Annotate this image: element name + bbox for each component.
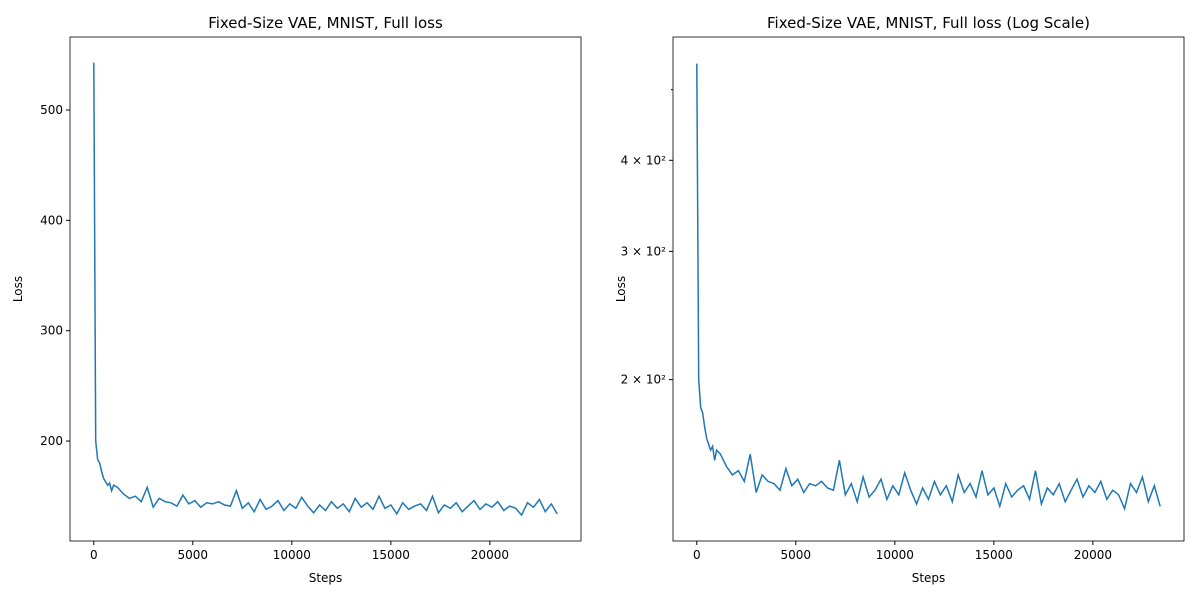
x-tick-label: 0 <box>693 548 701 562</box>
y-tick-label: 3 × 10² <box>621 244 667 258</box>
x-tick-label: 5000 <box>178 548 209 562</box>
y-tick-label: 2 × 10² <box>621 373 667 387</box>
x-axis-label: Steps <box>309 571 343 585</box>
x-tick-label: 5000 <box>781 548 812 562</box>
x-tick-label: 20000 <box>1074 548 1112 562</box>
y-axis-label: Loss <box>11 276 25 302</box>
x-tick-label: 10000 <box>273 548 311 562</box>
x-tick-label: 15000 <box>372 548 410 562</box>
x-tick-label: 10000 <box>876 548 914 562</box>
x-tick-label: 15000 <box>975 548 1013 562</box>
y-tick-label: 500 <box>40 103 63 117</box>
axes-frame <box>672 36 1185 542</box>
y-tick-label: 300 <box>40 324 63 338</box>
y-tick-label: 200 <box>40 434 63 448</box>
loss-line <box>696 63 1161 512</box>
loss-line <box>93 62 558 517</box>
chart-title: Fixed-Size VAE, MNIST, Full loss (Log Sc… <box>767 14 1090 32</box>
chart-title: Fixed-Size VAE, MNIST, Full loss <box>208 14 443 32</box>
x-axis-label: Steps <box>912 571 946 585</box>
x-tick-label: 0 <box>90 548 98 562</box>
y-tick-label: 400 <box>40 213 63 227</box>
x-tick-label: 20000 <box>471 548 509 562</box>
y-axis-label: Loss <box>614 276 628 302</box>
y-tick-label: 4 × 10² <box>621 153 667 167</box>
axes-frame <box>69 36 582 542</box>
